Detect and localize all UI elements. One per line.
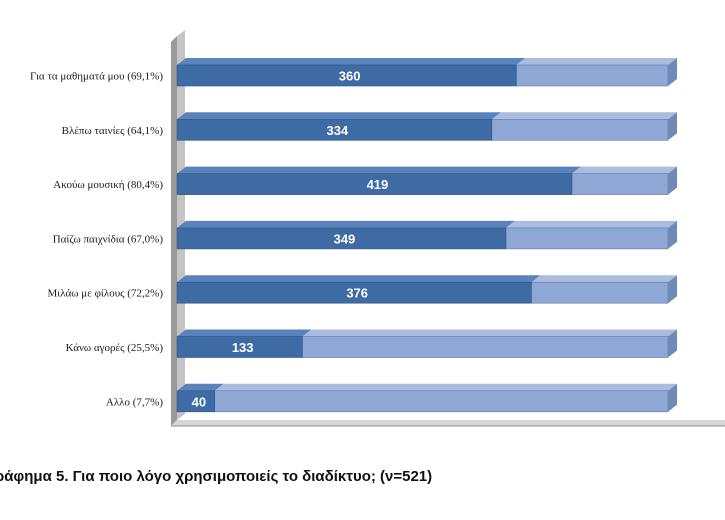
- bar-value-top: [177, 58, 526, 65]
- data-label: 376: [346, 286, 368, 301]
- chart-bars: [176, 58, 678, 413]
- category-label: Βλέπω ταινίες (64,1%): [62, 125, 164, 137]
- bar-remainder-side: [668, 166, 677, 195]
- bar-remainder-top: [491, 112, 677, 120]
- bar-value: [176, 119, 493, 141]
- bar-remainder-top: [505, 220, 677, 228]
- bar-remainder: [515, 64, 669, 87]
- chart-category-labels: Για τα μαθηματά μου (69,1%) Βλέπω ταινίες…: [30, 71, 163, 409]
- chart-caption: Γράφημα 5. Για ποιο λόγο χρησιμοποιείς τ…: [0, 468, 725, 492]
- bar-value-top: [177, 166, 581, 174]
- bar-value: [176, 281, 532, 304]
- bar-remainder: [491, 119, 669, 141]
- bar-value: [176, 390, 215, 413]
- bar-value: [176, 173, 573, 195]
- chart-caption-text: Γράφημα 5. Για ποιο λόγο χρησιμοποιείς τ…: [0, 468, 433, 485]
- bar-remainder: [531, 281, 669, 304]
- data-label: 334: [327, 123, 349, 138]
- bar-value-top: [177, 383, 224, 391]
- category-label: Παίζω παιχνίδια (67,0%): [53, 233, 164, 245]
- chart-side-wall: [171, 36, 177, 426]
- bar-remainder-side: [668, 112, 677, 141]
- category-label: Ακούω μουσική (80,4%): [53, 179, 163, 191]
- category-label: Αλλο (7,7%): [106, 396, 163, 408]
- data-label: 360: [339, 69, 361, 84]
- bar-remainder-top: [571, 166, 677, 174]
- bar-remainder: [505, 227, 669, 250]
- bar-remainder-side: [668, 383, 677, 412]
- bar-value: [176, 64, 517, 87]
- bar-value: [176, 336, 303, 358]
- bar-remainder: [302, 336, 669, 358]
- bar-remainder-side: [668, 220, 677, 249]
- data-label: 349: [334, 231, 356, 246]
- bar-chart: Για τα μαθηματά μου (69,1%) Βλέπω ταινίες…: [30, 30, 725, 427]
- category-label: Για τα μαθηματά μου (69,1%): [30, 71, 163, 83]
- chart-floor: [171, 420, 725, 426]
- data-label: 40: [192, 394, 206, 409]
- bar-value-top: [177, 220, 515, 228]
- bar-remainder-top: [214, 383, 678, 391]
- bar-remainder: [571, 173, 669, 195]
- data-label: 133: [232, 340, 254, 355]
- category-label: Κάνω αγορές (25,5%): [66, 342, 164, 354]
- bar-remainder-side: [668, 329, 677, 358]
- bar-remainder-side: [668, 58, 677, 86]
- bar-remainder: [214, 390, 669, 413]
- bar-value: [176, 227, 507, 250]
- bar-value-top: [177, 329, 312, 337]
- chart-data-labels: 360 334 419 349 376 133 40: [192, 69, 389, 410]
- bar-remainder-top: [302, 329, 677, 337]
- data-label: 419: [367, 177, 389, 192]
- bar-value-top: [177, 112, 501, 120]
- bar-remainder-top: [516, 58, 677, 65]
- category-label: Μιλάω με φίλους (72,2%): [47, 288, 163, 300]
- bar-value-top: [177, 275, 541, 283]
- bar-remainder-top: [531, 275, 677, 283]
- bar-remainder-side: [668, 275, 677, 304]
